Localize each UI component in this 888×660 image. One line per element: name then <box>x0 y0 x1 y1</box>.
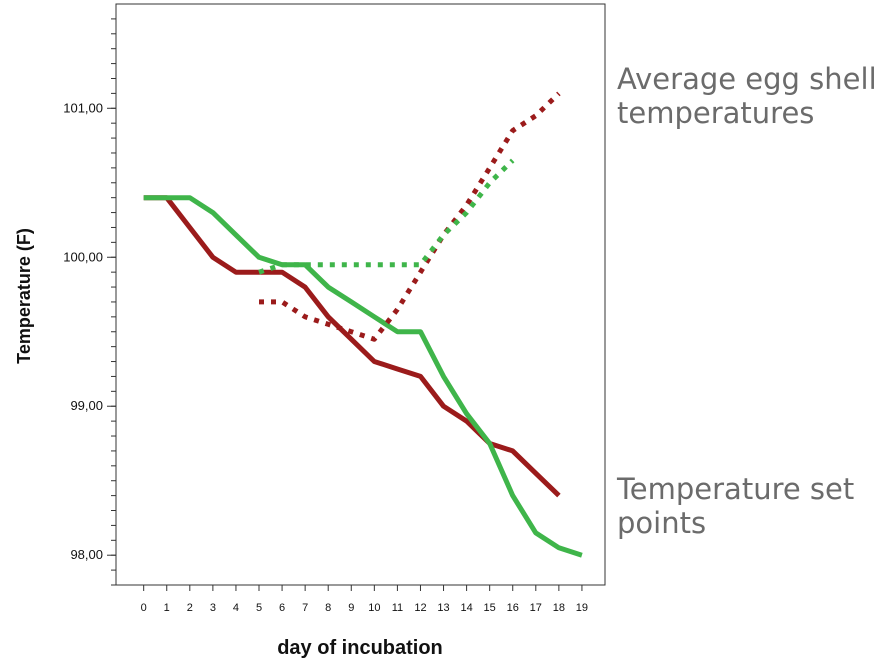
x-tick-label: 12 <box>414 602 426 614</box>
y-tick-label: 98,00 <box>70 547 103 562</box>
x-tick-label: 1 <box>164 602 170 614</box>
x-tick-label: 13 <box>437 602 449 614</box>
y-tick-label: 101,00 <box>63 100 103 115</box>
x-tick-label: 9 <box>348 602 354 614</box>
x-tick-label: 16 <box>507 602 519 614</box>
series-layer <box>143 91 583 558</box>
annotation-egg-shell-temperatures: Average egg shell temperatures <box>617 62 877 130</box>
x-tick-label: 5 <box>256 602 262 614</box>
y-axis-ticks: 98,00 99,00 100,00 101,00 <box>63 18 116 586</box>
x-tick-label: 19 <box>576 602 588 614</box>
x-tick-label: 17 <box>530 602 542 614</box>
plot-area-frame <box>115 3 606 586</box>
dotted-series-line-2 <box>259 91 561 342</box>
x-tick-label: 7 <box>302 602 308 614</box>
y-tick-label: 100,00 <box>63 249 103 264</box>
y-tick-label: 99,00 <box>70 398 103 413</box>
x-tick-label: 6 <box>279 602 285 614</box>
x-tick-label: 15 <box>484 602 496 614</box>
x-tick-label: 10 <box>368 602 380 614</box>
x-tick-label: 2 <box>187 602 193 614</box>
x-tick-label: 4 <box>233 602 239 614</box>
x-tick-label: 0 <box>141 602 147 614</box>
x-tick-label: 18 <box>553 602 565 614</box>
solid-series-line-1 <box>143 195 583 558</box>
x-tick-label: 3 <box>210 602 216 614</box>
y-axis-label: Temperature (F) <box>14 228 34 364</box>
x-tick-label: 11 <box>392 602 403 614</box>
annotation-temperature-set-points: Temperature set points <box>617 472 855 540</box>
x-tick-label: 14 <box>460 602 472 614</box>
x-axis-label: day of incubation <box>277 637 443 659</box>
x-axis-ticks: 0 1 2 3 4 5 6 7 8 9 10 11 12 13 14 15 16 17 18 19 <box>141 585 588 614</box>
x-tick-label: 8 <box>325 602 331 614</box>
